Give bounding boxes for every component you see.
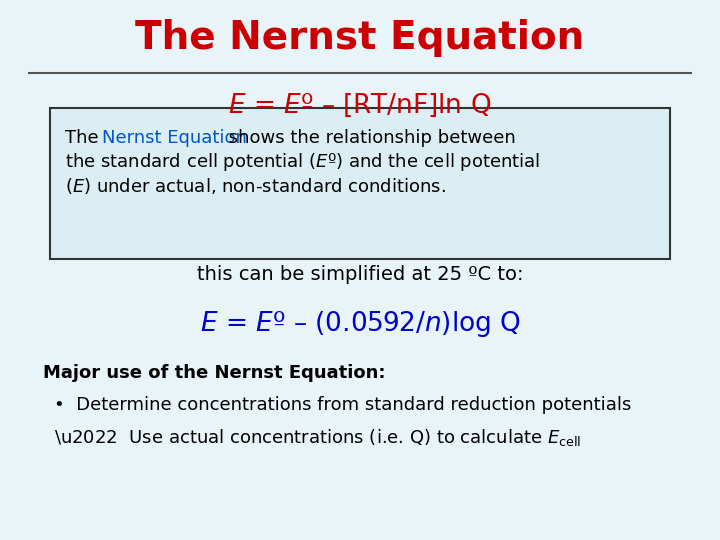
- Text: Major use of the Nernst Equation:: Major use of the Nernst Equation:: [43, 363, 386, 382]
- Text: The: The: [65, 129, 104, 147]
- Text: \u2022  Use actual concentrations (i.e. Q) to calculate $\it{E}_\mathregular{cel: \u2022 Use actual concentrations (i.e. Q…: [54, 427, 581, 448]
- Text: ($\it{E}$) under actual, non-standard conditions.: ($\it{E}$) under actual, non-standard co…: [65, 176, 446, 197]
- Text: this can be simplified at 25 ºC to:: this can be simplified at 25 ºC to:: [197, 265, 523, 284]
- Text: the standard cell potential ($\it{E}$º) and the cell potential: the standard cell potential ($\it{E}$º) …: [65, 151, 540, 173]
- Text: $\it{E}$ = $\it{E}$º – (0.0592/$\it{n}$)log Q: $\it{E}$ = $\it{E}$º – (0.0592/$\it{n}$)…: [199, 309, 521, 339]
- Text: Nernst Equation: Nernst Equation: [102, 129, 247, 147]
- Text: •  Determine concentrations from standard reduction potentials: • Determine concentrations from standard…: [54, 396, 631, 414]
- Text: The Nernst Equation: The Nernst Equation: [135, 19, 585, 57]
- Text: shows the relationship between: shows the relationship between: [223, 129, 516, 147]
- Text: $\it{E}$ = $\it{E}$º – [RT/nF]ln Q: $\it{E}$ = $\it{E}$º – [RT/nF]ln Q: [228, 92, 492, 119]
- FancyBboxPatch shape: [50, 108, 670, 259]
